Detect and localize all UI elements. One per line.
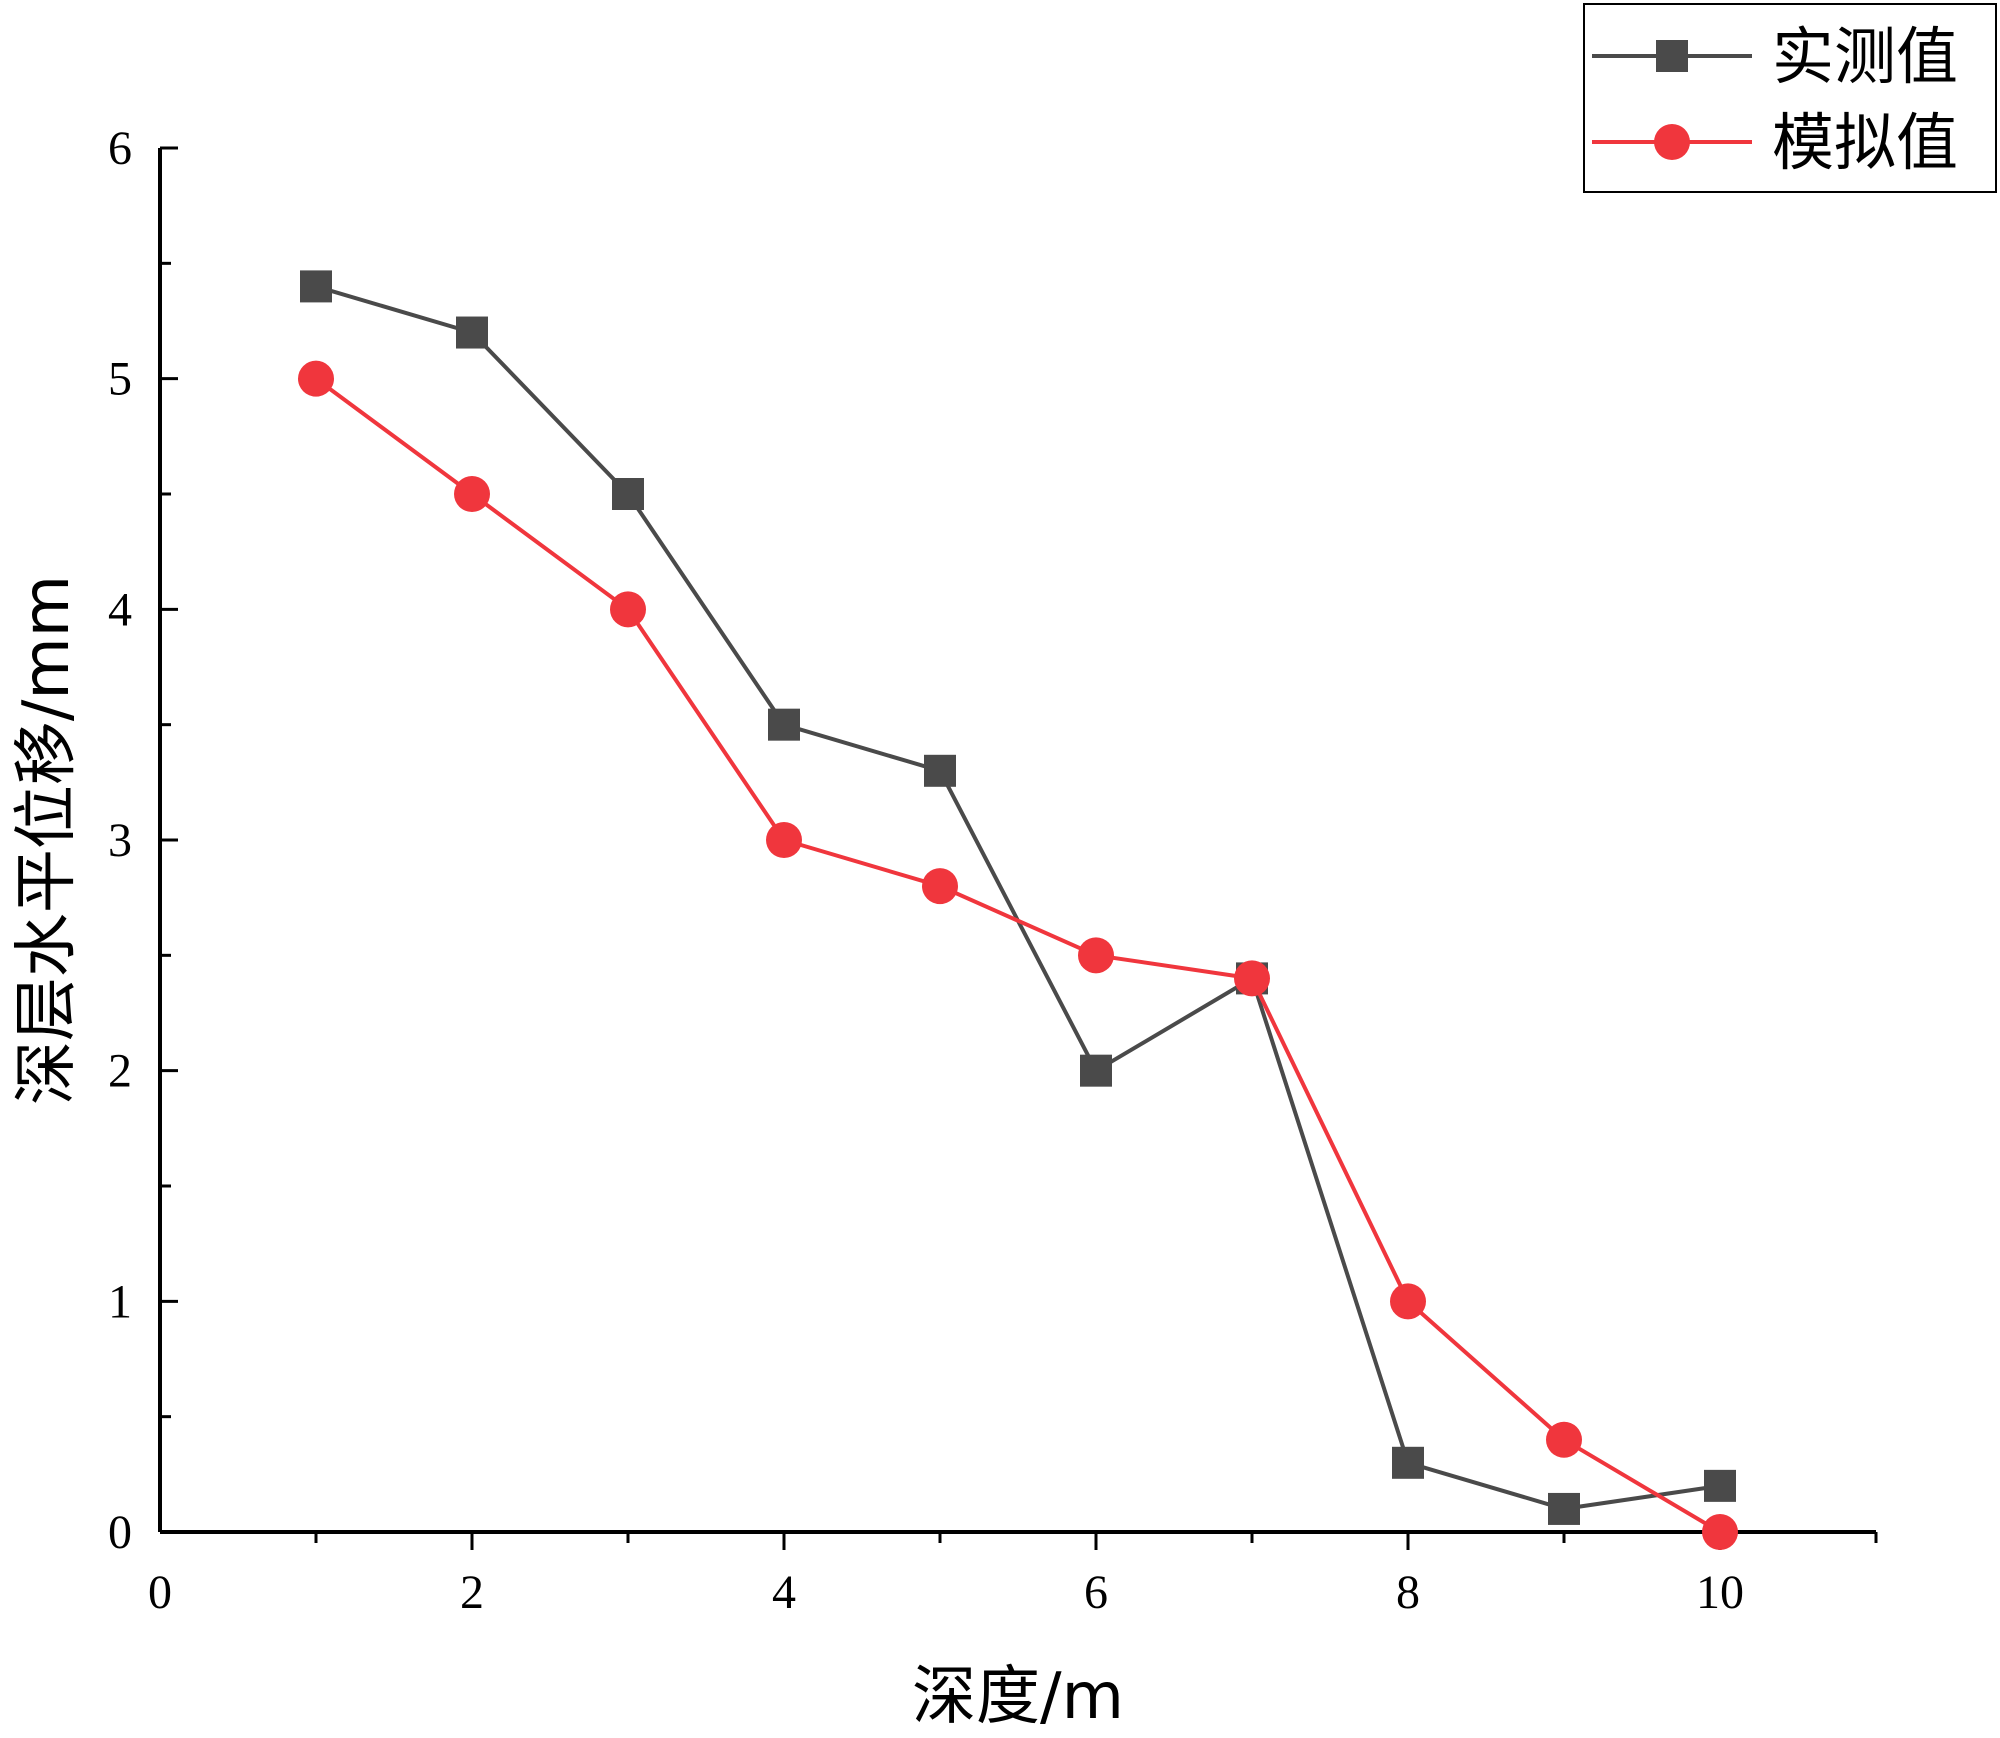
y-axis-title: 深层水平位移/mm (10, 575, 84, 1105)
legend-entry-simulated: 模拟值 (1592, 106, 1958, 179)
data-point-circle (1546, 1421, 1582, 1458)
series-2 (298, 360, 1738, 1550)
y-tick-label: 1 (108, 1275, 132, 1328)
data-point-square (1080, 1054, 1112, 1087)
data-point-square (1704, 1469, 1736, 1502)
y-tick-label: 5 (108, 353, 132, 406)
data-point-square (612, 478, 644, 510)
x-tick-label: 4 (772, 1566, 796, 1619)
x-tick-label: 8 (1396, 1566, 1420, 1619)
series-1 (300, 270, 1736, 1525)
data-point-square (456, 316, 488, 349)
legend-entry-measured: 实测值 (1592, 20, 1958, 93)
legend-label-simulated: 模拟值 (1772, 106, 1958, 179)
y-tick-label: 3 (108, 814, 132, 867)
series-line (315, 284, 1721, 1511)
y-tick-label: 2 (108, 1045, 132, 1098)
data-point-circle (454, 476, 490, 512)
data-point-circle (1078, 937, 1114, 974)
data-point-circle (298, 360, 334, 397)
x-tick-label: 10 (1696, 1566, 1744, 1619)
legend-marker-square (1656, 40, 1688, 72)
data-point-circle (922, 868, 958, 905)
axes (158, 148, 1876, 1534)
data-point-circle (766, 822, 802, 858)
data-point-square (924, 754, 956, 787)
x-axis-title: 深度/m (912, 1660, 1124, 1734)
data-point-circle (1702, 1514, 1738, 1550)
ticks (160, 146, 1878, 1550)
data-point-circle (610, 591, 646, 628)
series-line (314, 377, 1722, 1534)
data-point-square (1392, 1446, 1424, 1479)
legend: 实测值 模拟值 (1583, 3, 1997, 193)
series-layer (298, 270, 1738, 1550)
data-point-square (300, 270, 332, 303)
x-tick-label: 0 (148, 1566, 172, 1619)
data-point-square (1548, 1492, 1580, 1525)
data-point-circle (1234, 960, 1270, 997)
y-tick-label: 4 (108, 583, 132, 636)
data-point-circle (1390, 1283, 1426, 1320)
x-tick-label: 6 (1084, 1566, 1108, 1619)
y-tick-label: 0 (108, 1506, 132, 1559)
data-point-square (768, 708, 800, 741)
tick-labels: 0 2 4 6 8 10 0 1 2 3 4 5 6 (108, 122, 1744, 1619)
legend-marker-circle (1654, 124, 1690, 160)
y-tick-label: 6 (108, 122, 132, 175)
x-tick-label: 2 (460, 1566, 484, 1619)
legend-box (1583, 3, 1997, 193)
legend-label-measured: 实测值 (1772, 20, 1958, 93)
